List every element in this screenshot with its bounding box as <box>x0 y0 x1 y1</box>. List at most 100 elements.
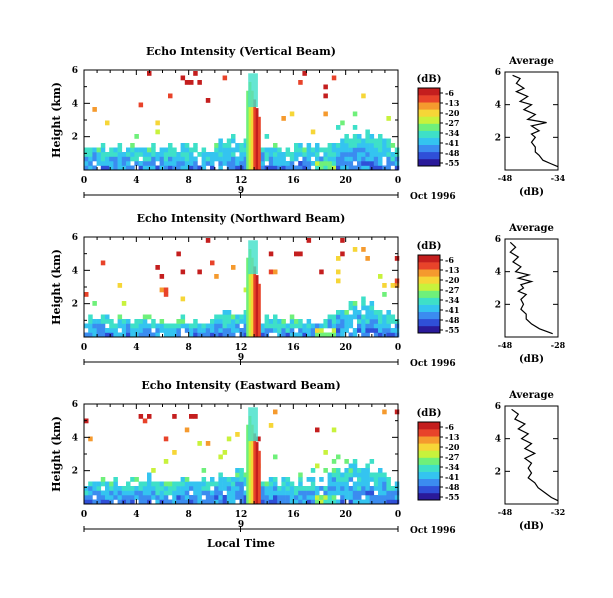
heatmap-cell <box>151 147 156 153</box>
profile-line <box>512 74 559 168</box>
day-label: 9 <box>238 520 244 530</box>
heatmap-cell <box>243 156 249 162</box>
heatmap-cell <box>231 147 236 153</box>
y-tick-label: 6 <box>72 233 78 243</box>
heatmap-cell <box>92 165 97 171</box>
heatmap-cell <box>273 165 278 171</box>
heatmap-cell <box>302 323 307 329</box>
heatmap-cell <box>369 156 375 162</box>
heatmap-cell <box>369 472 375 478</box>
heatmap-cell <box>348 305 354 311</box>
heatmap-cell <box>357 468 362 473</box>
heatmap-cell <box>281 165 286 171</box>
heatmap-cell <box>197 152 202 157</box>
heatmap-cell <box>386 165 391 171</box>
heatmap-cell <box>168 143 173 148</box>
heatmap-cell <box>88 156 93 162</box>
heatmap-cell <box>336 319 341 324</box>
strong-echo-column <box>248 249 252 337</box>
heatmap-cell <box>289 486 295 491</box>
heatmap-cell <box>386 490 391 496</box>
heatmap-cell <box>155 328 160 333</box>
heatmap-cells <box>84 407 400 505</box>
heatmap-cell <box>109 152 114 157</box>
heatmap-cell <box>327 161 333 166</box>
heatmap-cell <box>369 134 375 139</box>
heatmap-cell <box>352 165 358 171</box>
strong-echo-column <box>258 450 261 504</box>
heatmap-cell <box>361 328 366 333</box>
heatmap-cell <box>281 486 286 491</box>
heatmap-cell <box>226 165 232 171</box>
heatmap-cell <box>138 102 144 108</box>
heatmap-cell <box>361 143 366 148</box>
heatmap-cell <box>226 486 232 491</box>
heatmap-cell <box>184 323 190 329</box>
heatmap-cell <box>100 499 106 505</box>
x-tick-label: 8 <box>186 510 192 520</box>
heatmap-cell <box>239 319 244 324</box>
heatmap-cell <box>159 165 165 171</box>
heatmap-cell <box>323 84 328 90</box>
heatmap-cell <box>189 165 194 171</box>
heatmap-cell <box>390 152 396 157</box>
heatmap-cell <box>382 323 387 329</box>
heatmap-cell <box>176 323 181 329</box>
heatmap-cell <box>310 490 316 496</box>
heatmap-cell <box>386 477 391 482</box>
heatmap-cell <box>394 495 400 500</box>
heatmap-cell <box>369 310 375 315</box>
x-tick-label: 8 <box>186 176 192 186</box>
heatmap-cell <box>352 314 358 320</box>
heatmap-cell <box>126 156 131 162</box>
heatmap-cell <box>92 486 97 491</box>
x-tick-label: 12 <box>235 343 248 353</box>
x-tick-label: 4 <box>133 343 139 353</box>
heatmap-cell <box>142 152 148 157</box>
heatmap-cell <box>306 495 312 500</box>
heatmap-cell <box>340 143 345 148</box>
heatmap-cell <box>184 490 190 496</box>
heatmap-cell <box>117 319 123 324</box>
heatmap-cell <box>327 481 333 487</box>
heatmap-cell <box>163 490 169 496</box>
heatmap-cell <box>344 310 349 315</box>
heatmap-cell <box>298 328 303 333</box>
heatmap-cell <box>348 138 354 144</box>
heatmap-cell <box>373 328 379 333</box>
heatmap-cell <box>151 143 156 148</box>
x-tick-label: 16 <box>287 510 300 520</box>
heatmap-cell <box>100 143 106 148</box>
colorbar-segment <box>418 144 440 153</box>
heatmap-cell <box>193 143 198 148</box>
heatmap-cell <box>105 152 110 157</box>
x-tick-label: 12 <box>235 176 248 186</box>
strong-echo-column <box>248 416 252 504</box>
heatmap-cell <box>315 161 320 166</box>
profile-x-tick-label: -34 <box>551 173 566 183</box>
heatmap-cell <box>235 319 240 324</box>
heatmap-cell <box>327 143 333 148</box>
heatmap-cell <box>382 143 387 148</box>
heatmap-cell <box>210 481 215 487</box>
heatmap-cell <box>142 499 148 505</box>
heatmap-cell <box>197 332 202 338</box>
heatmap-cell <box>302 490 307 496</box>
heatmap-cells <box>84 238 400 338</box>
heatmap-cell <box>306 319 312 324</box>
heatmap-cell <box>134 161 139 166</box>
heatmap-cell <box>96 481 102 487</box>
heatmap-cell <box>285 486 291 491</box>
heatmap-cell <box>264 152 270 157</box>
heatmap-cell <box>340 238 345 243</box>
heatmap-cell <box>268 323 274 329</box>
heatmap-cell <box>92 499 97 505</box>
heatmap-cell <box>243 323 249 329</box>
x-tick-label: 20 <box>339 510 352 520</box>
panel-title: Echo Intensity (Vertical Beam) <box>146 45 336 58</box>
heatmap-cell <box>294 499 299 505</box>
heatmap-cell <box>96 495 102 500</box>
heatmap-cell <box>109 156 114 162</box>
heatmap-cell <box>235 328 240 333</box>
x-tick-label: 4 <box>133 510 139 520</box>
